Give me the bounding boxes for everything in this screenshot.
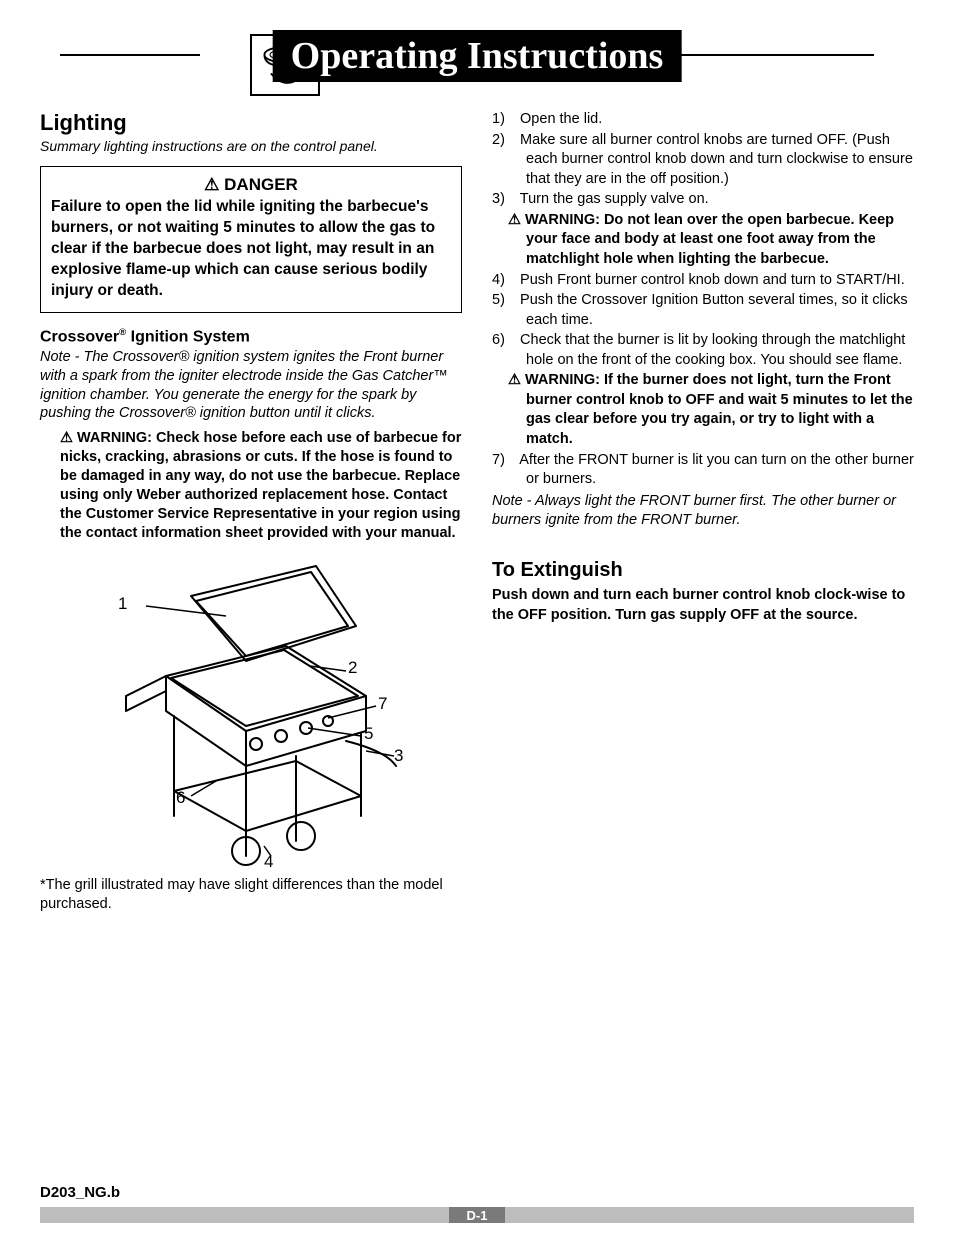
step-3: 3) Turn the gas supply valve on. [492,190,914,210]
steps-list-2: 4) Push Front burner control knob down a… [492,271,914,371]
step-3-text: Turn the gas supply valve on. [520,191,709,207]
footer-bar-left [40,1207,449,1223]
extinguish-body: Push down and turn each burner control k… [492,586,914,625]
step-1: 1) Open the lid. [492,110,914,130]
front-burner-note: Note - Always light the FRONT burner fir… [492,492,914,530]
step-2-text: Make sure all burner control knobs are t… [520,132,913,187]
grill-diagram: 1 2 7 5 3 6 4 [96,556,406,866]
right-column: 1) Open the lid. 2) Make sure all burner… [492,110,914,914]
page-header: Operating Instructions [40,30,914,90]
steps-list: 1) Open the lid. 2) Make sure all burner… [492,110,914,210]
diagram-label-2: 2 [348,658,357,678]
danger-title: ⚠ DANGER [51,175,451,195]
crossover-note: Note - The Crossover® ignition system ig… [40,348,462,423]
step-5-text: Push the Crossover Ignition Button sever… [520,292,908,328]
left-column: Lighting Summary lighting instructions a… [40,110,462,914]
step-7-text: After the FRONT burner is lit you can tu… [519,452,914,488]
page-title: Operating Instructions [273,30,682,82]
crossover-heading: Crossover® Ignition System [40,327,462,346]
step-2: 2) Make sure all burner control knobs ar… [492,131,914,190]
content-columns: Lighting Summary lighting instructions a… [40,110,914,914]
lighting-heading: Lighting [40,110,462,136]
page-number: D-1 [449,1207,505,1223]
header-rule-left [60,54,200,56]
diagram-label-5: 5 [364,724,373,744]
extinguish-heading: To Extinguish [492,559,914,582]
step-6-text: Check that the burner is lit by looking … [520,332,905,368]
hose-warning: ⚠ WARNING: Check hose before each use of… [40,429,462,542]
danger-box: ⚠ DANGER Failure to open the lid while i… [40,166,462,313]
diagram-label-4: 4 [264,852,273,872]
step-4: 4) Push Front burner control knob down a… [492,271,914,291]
diagram-footnote: *The grill illustrated may have slight d… [40,876,462,914]
footer-bars: D-1 [40,1207,914,1223]
warning-no-light: ⚠ WARNING: If the burner does not light,… [492,371,914,449]
document-code: D203_NG.b [40,1184,914,1201]
step-1-text: Open the lid. [520,111,602,127]
summary-note: Summary lighting instructions are on the… [40,138,462,154]
diagram-label-3: 3 [394,746,403,766]
warning-lean: ⚠ WARNING: Do not lean over the open bar… [492,211,914,270]
diagram-label-7: 7 [378,694,387,714]
step-7: 7) After the FRONT burner is lit you can… [492,451,914,490]
step-6: 6) Check that the burner is lit by looki… [492,331,914,370]
steps-list-3: 7) After the FRONT burner is lit you can… [492,451,914,490]
diagram-label-1: 1 [118,594,127,614]
footer-bar-right [505,1207,914,1223]
diagram-label-6: 6 [176,788,185,808]
danger-body: Failure to open the lid while igniting t… [51,197,451,302]
page-footer: D203_NG.b D-1 [40,1184,914,1223]
header-rule-right [674,54,874,56]
step-5: 5) Push the Crossover Ignition Button se… [492,291,914,330]
step-4-text: Push Front burner control knob down and … [520,272,905,288]
